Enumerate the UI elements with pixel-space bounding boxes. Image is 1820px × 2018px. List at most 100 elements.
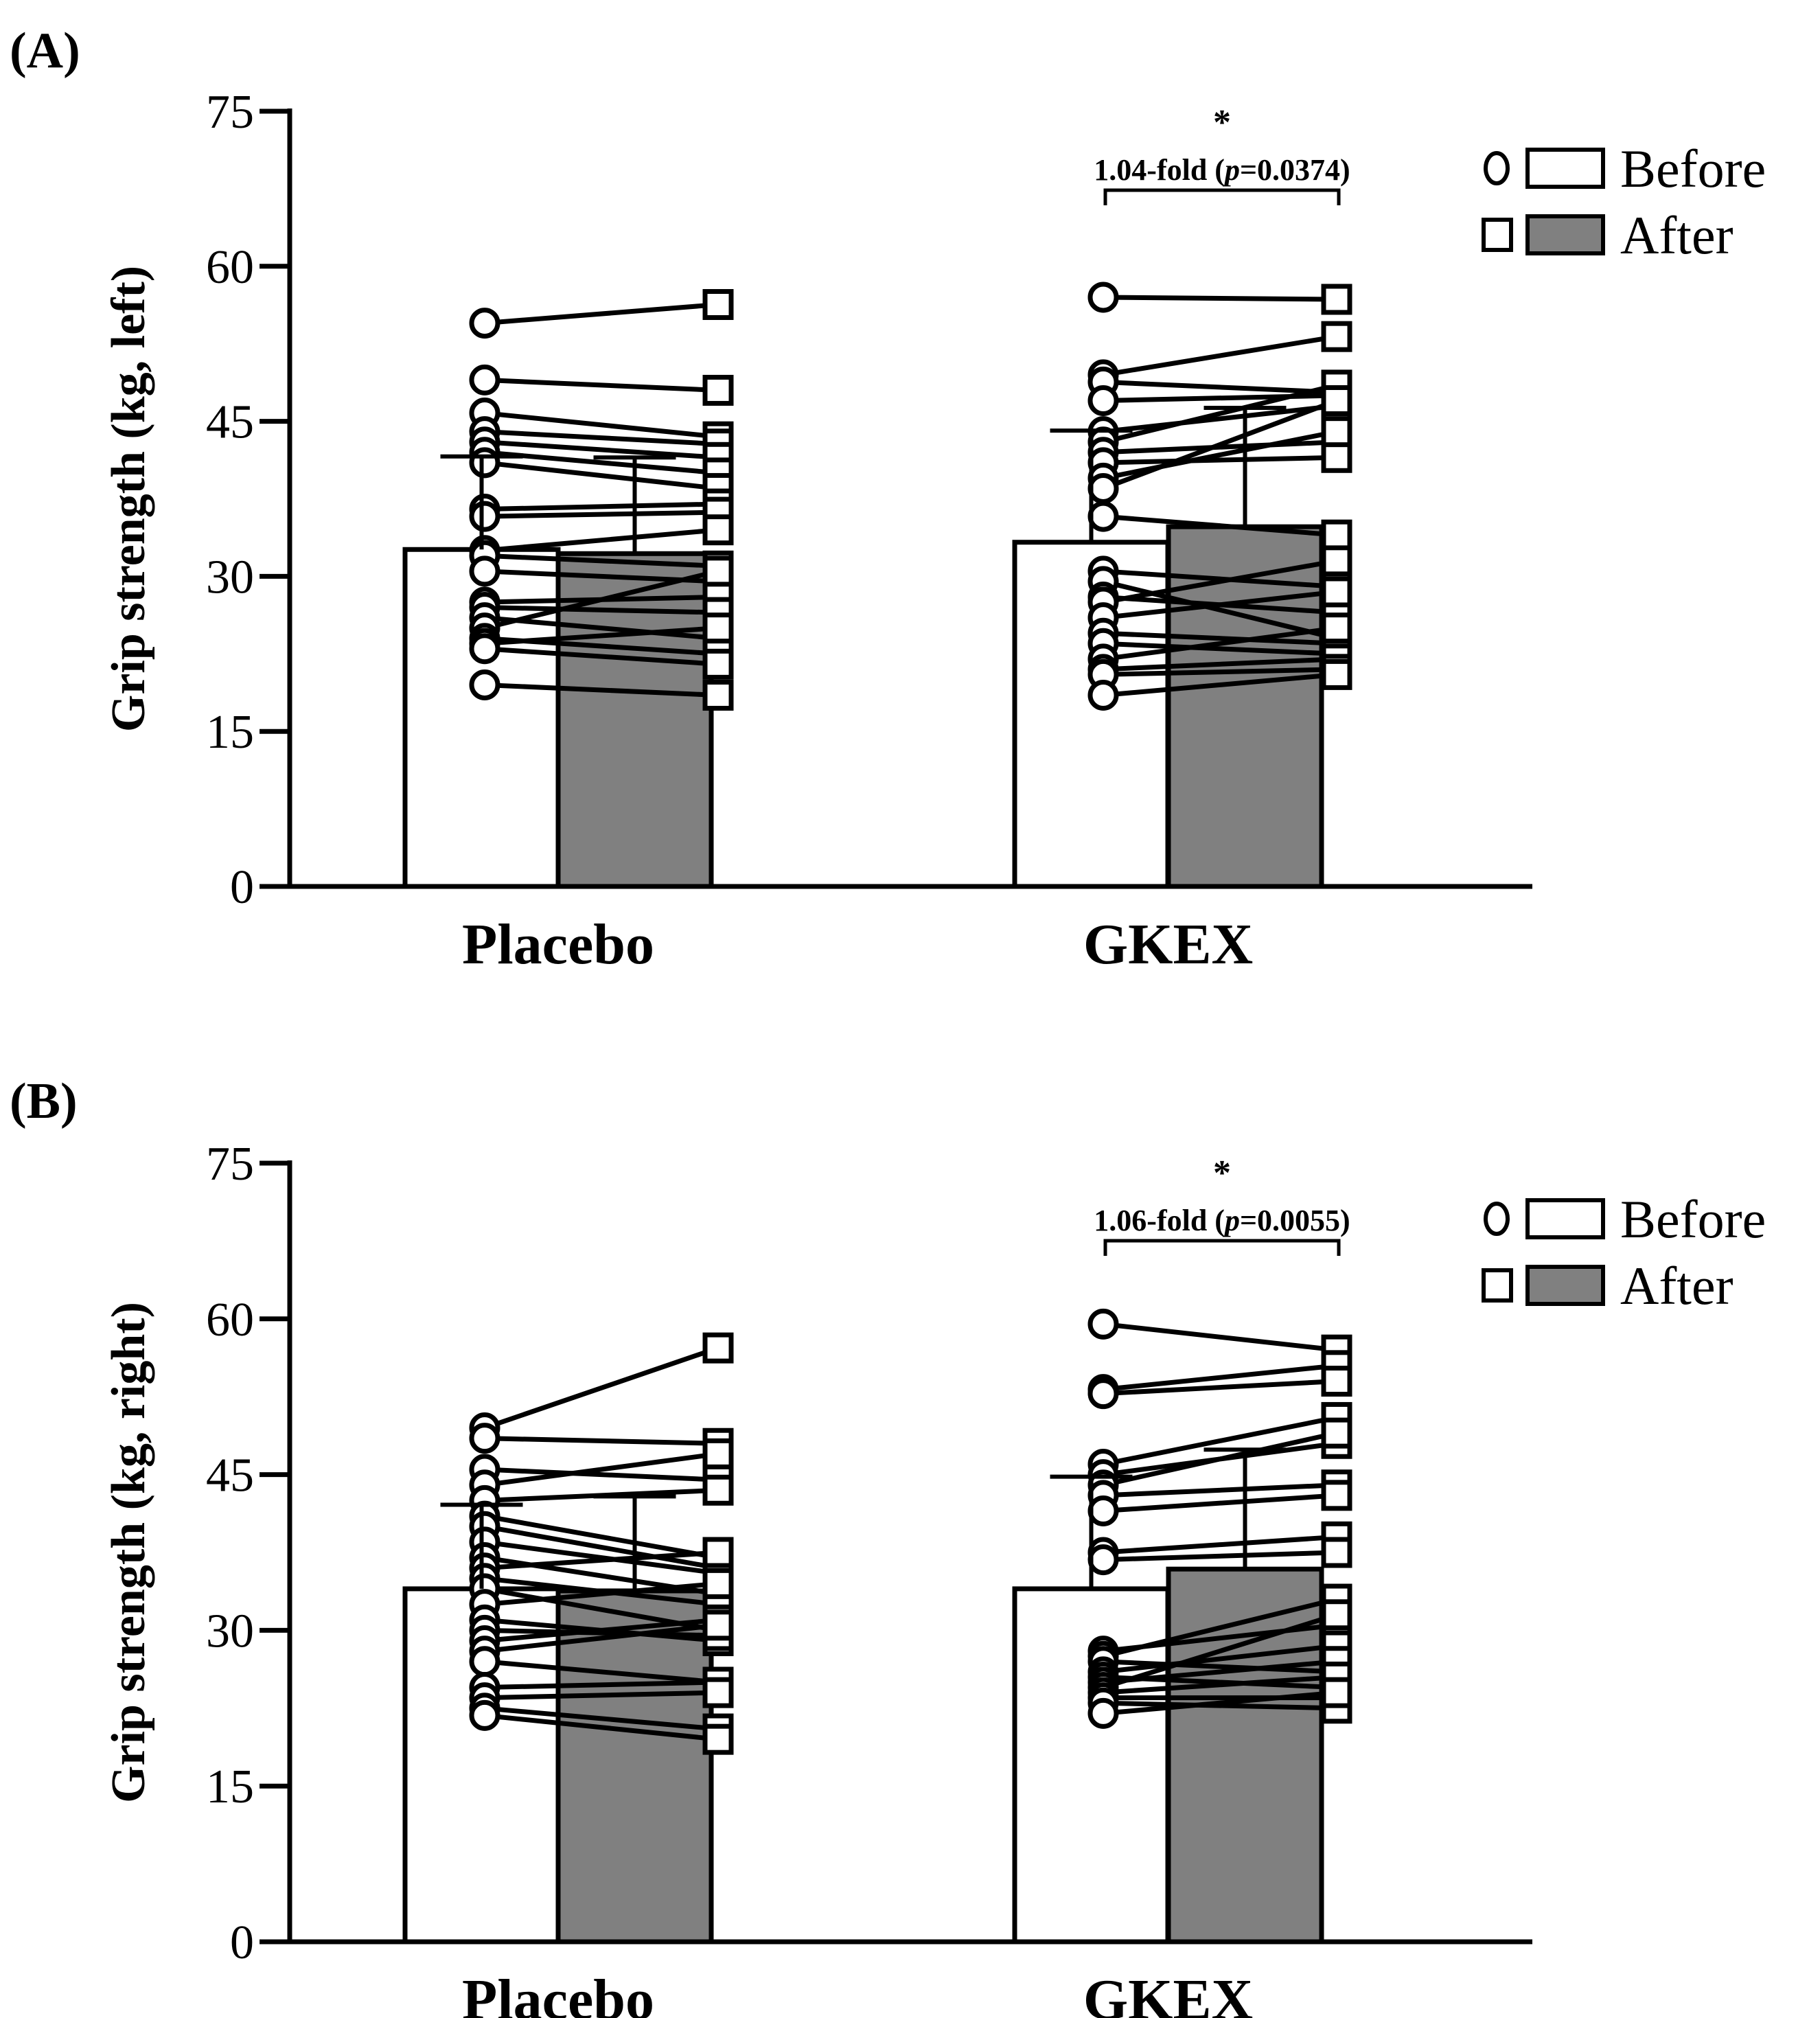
- significance-text: 1.04-fold (p=0.0374): [1094, 153, 1350, 187]
- legend-label-after: After: [1620, 205, 1733, 265]
- x-category-label: GKEX: [1083, 913, 1253, 976]
- significance-star: *: [1213, 103, 1231, 142]
- significance-star: *: [1213, 1154, 1231, 1193]
- legend: Before After: [1482, 139, 1766, 265]
- point-after: [1321, 1599, 1352, 1631]
- significance-bracket: [1103, 188, 1341, 205]
- subject-line: [1103, 626, 1337, 662]
- point-after: [1321, 284, 1352, 315]
- y-tick-label: 45: [206, 1449, 254, 1502]
- point-before: [469, 1699, 500, 1731]
- point-after: [702, 1723, 734, 1755]
- subject-line: [484, 460, 719, 491]
- subject-line: [484, 1623, 719, 1654]
- y-tick-label: 60: [206, 241, 254, 294]
- point-after: [1321, 442, 1352, 473]
- point-after: [1321, 1677, 1352, 1708]
- significance-bracket: [1103, 1239, 1341, 1256]
- point-after: [702, 680, 734, 711]
- legend-swatch-before: [1525, 148, 1605, 189]
- subject-line: [484, 377, 719, 393]
- point-after: [702, 374, 734, 406]
- x-category-label: Placebo: [462, 1968, 654, 2018]
- y-tick-label: 30: [206, 1605, 254, 1658]
- point-before: [469, 308, 500, 339]
- legend-swatch-after: [1525, 1265, 1605, 1306]
- point-before: [1087, 1697, 1119, 1729]
- y-tick-label: 75: [206, 1138, 254, 1191]
- sig-fold: 1.04-fold (: [1094, 153, 1225, 187]
- subject-line: [1103, 667, 1337, 677]
- point-after: [702, 1609, 734, 1641]
- subject-line: [484, 1581, 719, 1607]
- subject-line: [484, 646, 719, 667]
- point-before: [1087, 501, 1119, 532]
- y-tick-label: 15: [206, 1761, 254, 1813]
- y-tick-label: 0: [230, 861, 254, 914]
- subject-line: [484, 1659, 719, 1685]
- subject-line: [484, 1576, 719, 1607]
- point-after: [1321, 576, 1352, 608]
- legend-swatch-before: [1525, 1198, 1605, 1239]
- subject-line: [1103, 569, 1337, 589]
- subject-line: [1103, 656, 1337, 672]
- y-tick-label: 0: [230, 1916, 254, 1969]
- point-after: [1321, 545, 1352, 577]
- x-category-label: GKEX: [1083, 1968, 1253, 2018]
- subject-line: [484, 302, 719, 326]
- subject-line: [1103, 379, 1337, 395]
- point-after: [1321, 1537, 1352, 1568]
- subject-line: [1103, 393, 1337, 403]
- subject-line: [1103, 1430, 1337, 1488]
- subject-line: [484, 1467, 719, 1482]
- subject-line: [1103, 439, 1337, 455]
- subject-line: [1102, 398, 1338, 491]
- point-before: [469, 1646, 500, 1677]
- point-after: [1321, 1366, 1352, 1397]
- point-before: [469, 633, 500, 665]
- subject-line: [484, 1451, 719, 1488]
- subject-line: [1103, 1700, 1337, 1711]
- subject-line: [1103, 429, 1337, 481]
- subject-line: [484, 1436, 719, 1446]
- point-after: [702, 1438, 734, 1469]
- subject-line: [1103, 295, 1337, 302]
- subject-line: [1103, 1659, 1337, 1685]
- subject-line: [1103, 334, 1337, 378]
- point-after: [702, 555, 734, 587]
- sig-fold: 1.06-fold (: [1094, 1204, 1225, 1237]
- subject-line: [483, 1345, 719, 1430]
- point-after: [1321, 416, 1352, 448]
- subject-line: [1103, 1674, 1337, 1695]
- subject-line: [484, 1617, 719, 1644]
- sig-p: p: [1222, 153, 1240, 187]
- subject-line: [484, 1679, 719, 1690]
- point-after: [1321, 658, 1352, 690]
- point-before: [1087, 1308, 1119, 1340]
- subject-line: [1103, 672, 1337, 698]
- significance-text: 1.06-fold (p=0.0055): [1094, 1204, 1350, 1237]
- subject-line: [1103, 1596, 1337, 1659]
- panel-label: (A): [10, 23, 80, 79]
- point-before: [469, 364, 500, 395]
- subject-line: [484, 439, 719, 460]
- sig-value: =0.0055): [1240, 1204, 1350, 1237]
- point-after: [702, 288, 734, 320]
- point-before: [1087, 1544, 1119, 1576]
- subject-line: [484, 569, 719, 631]
- point-after: [1321, 612, 1352, 644]
- subject-line: [1103, 630, 1337, 646]
- subject-line: [1103, 641, 1337, 656]
- sig-value: =0.0374): [1240, 153, 1350, 187]
- y-axis-label: Grip strength (kg, left): [102, 266, 155, 732]
- point-before: [1087, 680, 1119, 711]
- y-tick-label: 30: [206, 551, 254, 604]
- subject-line: [1103, 382, 1337, 445]
- subject-line: [1103, 514, 1337, 538]
- subject-line: [484, 429, 719, 447]
- point-before: [469, 669, 500, 700]
- subject-line: [484, 1550, 719, 1571]
- panel-label: (B): [10, 1073, 78, 1130]
- subject-line: [484, 501, 719, 512]
